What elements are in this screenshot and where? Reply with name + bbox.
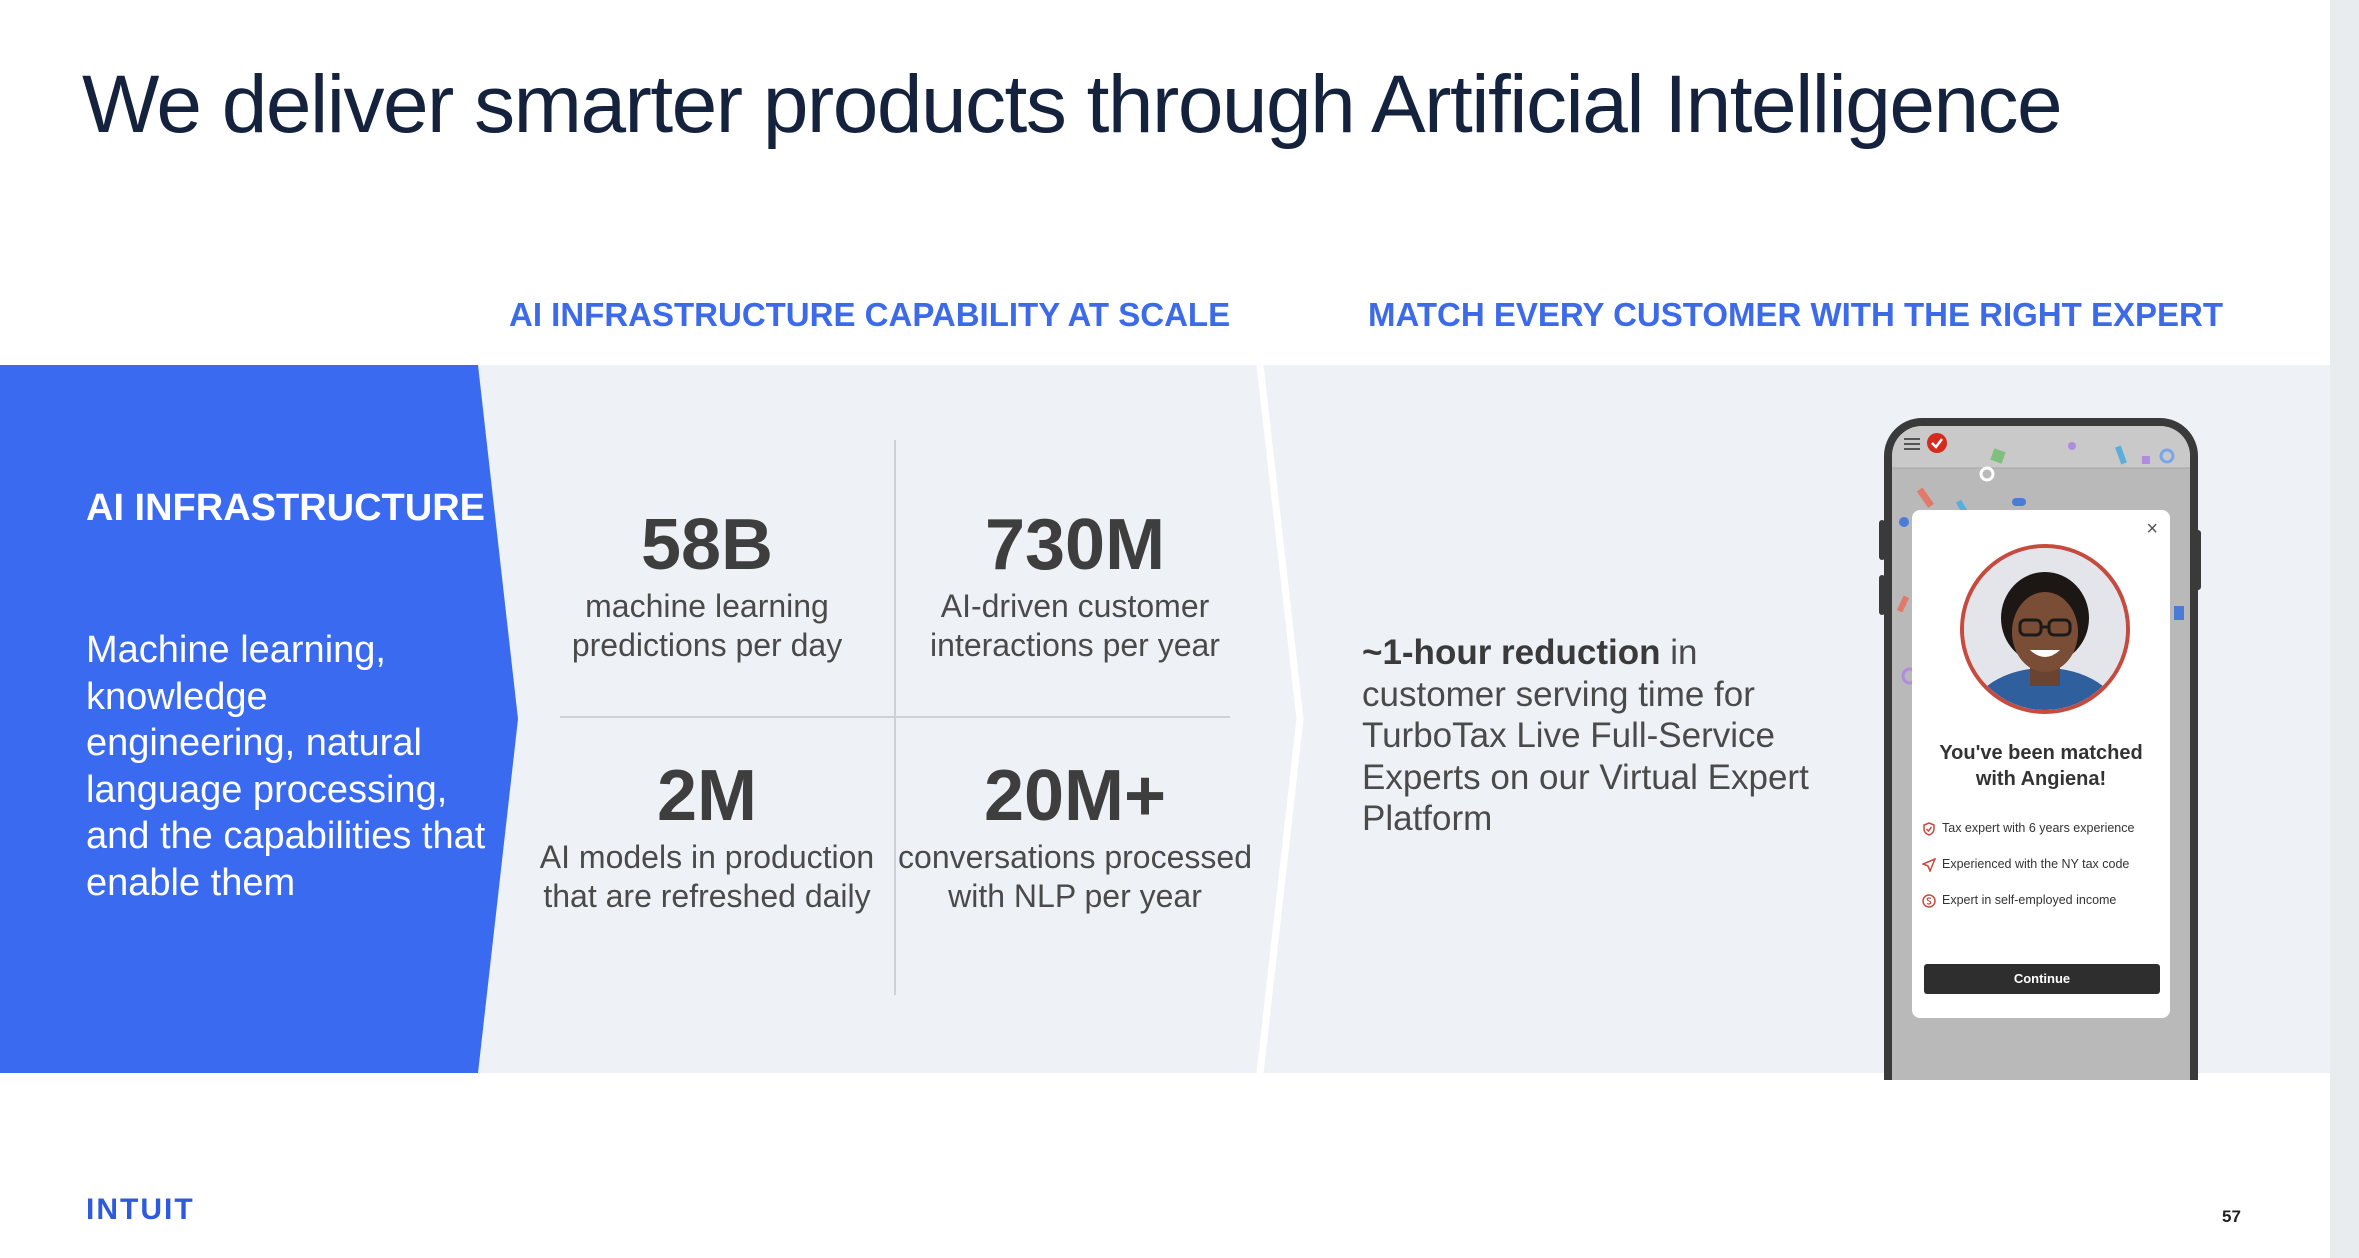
feature-item: Tax expert with 6 years experience (1922, 818, 2167, 838)
dollar-circle-icon (1922, 893, 1936, 908)
intuit-logo: INTUIT (86, 1193, 195, 1226)
feature-text: Expert in self-employed income (1942, 893, 2117, 907)
expert-description: ~1-hour reduction in customer serving ti… (1362, 632, 1832, 840)
phone-side-button (1879, 520, 1885, 560)
stat-value: 730M (984, 505, 1166, 585)
phone-side-button (1879, 575, 1885, 615)
expert-highlight: ~1-hour reduction (1362, 633, 1661, 672)
stat-value: 2M (656, 756, 758, 836)
feature-item: Expert in self-employed income (1922, 890, 2167, 910)
stat-models: 2M AI models in production that are refr… (517, 756, 897, 916)
ai-panel-body: Machine learning, knowledge engineering,… (86, 629, 486, 904)
feature-text: Experienced with the NY tax code (1942, 857, 2130, 871)
expert-rest: in customer serving time for TurboTax Li… (1362, 633, 1809, 838)
feature-text: Tax expert with 6 years experience (1942, 821, 2135, 835)
page-number: 57 (2222, 1207, 2241, 1226)
stat-label: conversations processed with NLP per yea… (898, 839, 1252, 914)
matched-message: You've been matched with Angiena! (1939, 742, 2143, 790)
expert-header: MATCH EVERY CUSTOMER WITH THE RIGHT EXPE… (1368, 296, 2223, 333)
stat-label: machine learning predictions per day (571, 588, 843, 663)
infrastructure-header: AI INFRASTRUCTURE CAPABILITY AT SCALE (509, 296, 1231, 333)
phone-mockup: × You've been matched with Angiena! (1884, 418, 2198, 1080)
stats-horizontal-divider (560, 716, 1230, 718)
phone-screen: × You've been matched with Angiena! (1892, 426, 2190, 1080)
slide-title: We deliver smarter products through Arti… (82, 59, 2063, 150)
ai-infrastructure-panel (0, 365, 518, 1073)
expert-avatar (1960, 544, 2130, 714)
stat-label: AI models in production that are refresh… (539, 839, 875, 914)
match-card: × You've been matched with Angiena! (1912, 510, 2170, 1018)
phone-side-button (2195, 530, 2201, 590)
ai-panel-title: AI INFRASTRUCTURE (86, 487, 485, 529)
close-icon[interactable]: × (2146, 518, 2158, 540)
stat-value: 58B (640, 505, 774, 585)
stat-interactions: 730M AI-driven customer interactions per… (885, 505, 1265, 665)
stat-value: 20M+ (983, 756, 1167, 836)
shield-check-icon (1923, 821, 1935, 836)
stat-conversations: 20M+ conversations processed with NLP pe… (885, 756, 1265, 916)
stat-label: AI-driven customer interactions per year (930, 588, 1220, 663)
feature-item: Experienced with the NY tax code (1921, 854, 2167, 874)
turbotax-check-icon (1926, 432, 1948, 459)
location-arrow-icon (1921, 857, 1937, 873)
continue-button[interactable]: Continue (1924, 964, 2160, 994)
stat-predictions: 58B machine learning predictions per day (517, 505, 897, 665)
menu-icon[interactable] (1904, 436, 1922, 457)
window-edge (2330, 0, 2359, 1258)
chevron-divider (1256, 365, 1304, 1073)
